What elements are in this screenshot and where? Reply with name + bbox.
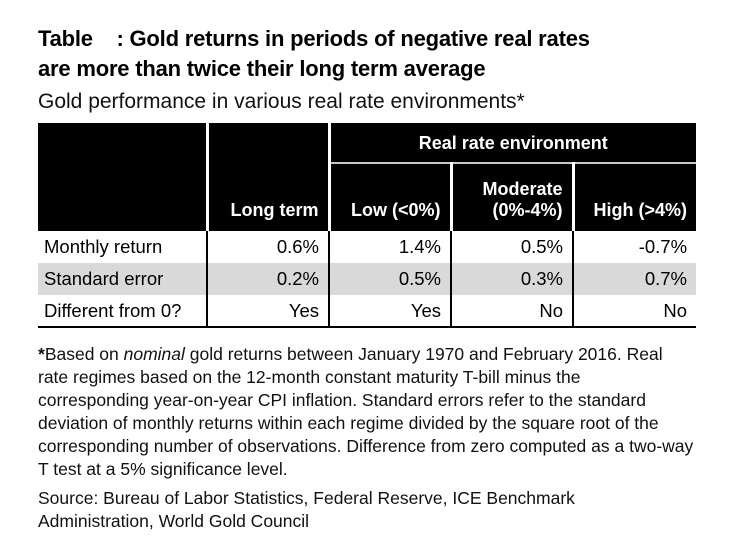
cell-value: No bbox=[450, 295, 573, 328]
gold-returns-table: Real rate environment Long term Low (<0%… bbox=[38, 123, 697, 328]
table-body: Monthly return 0.6% 1.4% 0.5% -0.7% Stan… bbox=[38, 231, 697, 328]
col-header-moderate: Moderate (0%-4%) bbox=[449, 163, 573, 231]
footnote-lead: Based on bbox=[44, 344, 124, 364]
figure-subtitle: Gold performance in various real rate en… bbox=[38, 90, 525, 113]
col-header-high: High (>4%) bbox=[571, 163, 697, 231]
blank-header-cell bbox=[205, 123, 329, 163]
cell-value: 0.7% bbox=[571, 263, 697, 295]
group-header-row: Real rate environment bbox=[38, 123, 697, 164]
cell-value: 0.5% bbox=[328, 263, 451, 295]
footnote: *Based on nominal gold returns between J… bbox=[38, 343, 694, 481]
group-header-cell: Real rate environment bbox=[327, 123, 697, 164]
col-header-low: Low (<0%) bbox=[327, 163, 451, 231]
blank-header-cell bbox=[38, 123, 207, 163]
row-label: Monthly return bbox=[38, 231, 207, 263]
figure-title-line-2: are more than twice their long term aver… bbox=[38, 56, 486, 81]
footnote-marker: * bbox=[38, 344, 45, 364]
cell-value: Yes bbox=[206, 295, 329, 328]
row-label: Different from 0? bbox=[38, 295, 207, 328]
col-header-long-term: Long term bbox=[205, 163, 329, 231]
row-label: Standard error bbox=[38, 263, 207, 295]
blank-header-cell bbox=[38, 163, 207, 231]
cell-value: No bbox=[571, 295, 697, 328]
cell-value: Yes bbox=[328, 295, 451, 328]
cell-value: 0.2% bbox=[206, 263, 329, 295]
column-header-row: Long term Low (<0%) Moderate (0%-4%) Hig… bbox=[38, 163, 697, 231]
table-row-standard-error: Standard error 0.2% 0.5% 0.3% 0.7% bbox=[38, 263, 697, 295]
cell-value: 1.4% bbox=[328, 231, 451, 263]
figure-title-line-1: Table : Gold returns in periods of negat… bbox=[38, 26, 590, 51]
table-row-different-from-zero: Different from 0? Yes Yes No No bbox=[38, 295, 697, 328]
cell-value: 0.3% bbox=[450, 263, 573, 295]
table-header: Real rate environment Long term Low (<0%… bbox=[38, 123, 697, 231]
cell-value: -0.7% bbox=[571, 231, 697, 263]
cell-value: 0.5% bbox=[450, 231, 573, 263]
table-row-monthly-return: Monthly return 0.6% 1.4% 0.5% -0.7% bbox=[38, 231, 697, 263]
footnote-body: gold returns between January 1970 and Fe… bbox=[38, 344, 694, 479]
source-line: Source: Bureau of Labor Statistics, Fede… bbox=[38, 488, 575, 531]
figure-title: Table : Gold returns in periods of negat… bbox=[38, 24, 698, 84]
cell-value: 0.6% bbox=[206, 231, 329, 263]
footnote-emphasis: nominal bbox=[123, 344, 185, 364]
